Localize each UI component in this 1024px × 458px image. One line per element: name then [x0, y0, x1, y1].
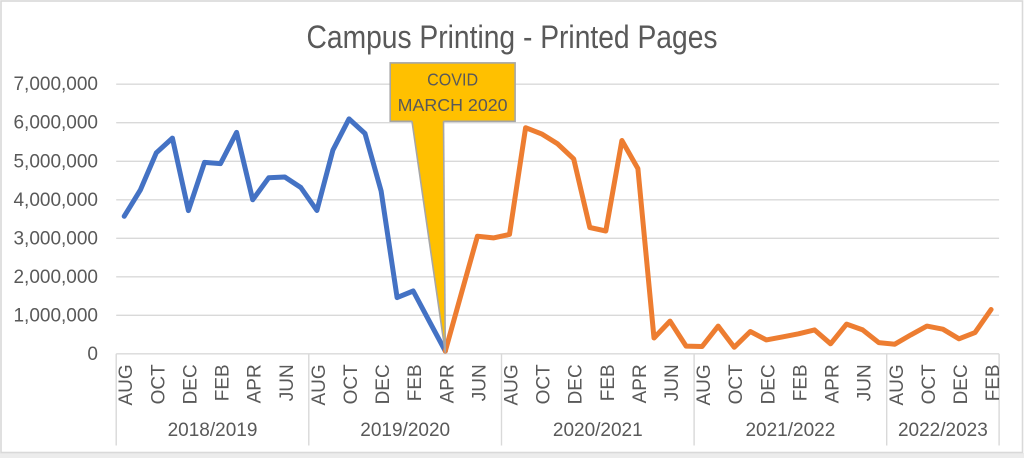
svg-text:FEB: FEB	[213, 364, 234, 401]
svg-text:AUG: AUG	[309, 364, 330, 405]
svg-text:0: 0	[87, 344, 98, 365]
svg-text:JUN: JUN	[855, 364, 876, 401]
svg-text:FEB: FEB	[983, 364, 1004, 401]
svg-text:AUG: AUG	[116, 364, 137, 405]
svg-text:AUG: AUG	[887, 364, 908, 405]
svg-text:APR: APR	[630, 364, 651, 403]
svg-text:OCT: OCT	[919, 364, 940, 405]
svg-text:FEB: FEB	[405, 364, 426, 401]
svg-text:1,000,000: 1,000,000	[13, 305, 98, 326]
svg-text:2,000,000: 2,000,000	[13, 267, 98, 288]
svg-text:OCT: OCT	[534, 364, 555, 405]
svg-text:7,000,000: 7,000,000	[13, 74, 98, 95]
svg-text:DEC: DEC	[951, 364, 972, 404]
svg-text:Campus Printing - Printed Page: Campus Printing - Printed Pages	[307, 19, 718, 55]
svg-text:FEB: FEB	[791, 364, 812, 401]
svg-text:2018/2019: 2018/2019	[168, 420, 258, 441]
svg-text:APR: APR	[437, 364, 458, 403]
svg-text:JUN: JUN	[662, 364, 683, 401]
svg-text:DEC: DEC	[373, 364, 394, 404]
svg-text:JUN: JUN	[469, 364, 490, 401]
svg-text:OCT: OCT	[726, 364, 747, 405]
svg-text:AUG: AUG	[694, 364, 715, 405]
svg-text:APR: APR	[245, 364, 266, 403]
svg-text:APR: APR	[823, 364, 844, 403]
svg-text:JUN: JUN	[277, 364, 298, 401]
svg-text:5,000,000: 5,000,000	[13, 151, 98, 172]
svg-text:AUG: AUG	[502, 364, 523, 405]
svg-text:3,000,000: 3,000,000	[13, 228, 98, 249]
svg-text:6,000,000: 6,000,000	[13, 113, 98, 134]
svg-text:OCT: OCT	[148, 364, 169, 405]
svg-text:FEB: FEB	[598, 364, 619, 401]
svg-text:2019/2020: 2019/2020	[360, 420, 450, 441]
svg-text:2021/2022: 2021/2022	[745, 420, 835, 441]
svg-text:DEC: DEC	[566, 364, 587, 404]
svg-text:2020/2021: 2020/2021	[553, 420, 643, 441]
svg-text:4,000,000: 4,000,000	[13, 190, 98, 211]
svg-text:COVID: COVID	[427, 69, 478, 89]
svg-text:MARCH 2020: MARCH 2020	[398, 95, 508, 115]
svg-text:DEC: DEC	[758, 364, 779, 404]
svg-text:2022/2023: 2022/2023	[898, 420, 988, 441]
svg-text:OCT: OCT	[341, 364, 362, 405]
svg-text:DEC: DEC	[180, 364, 201, 404]
